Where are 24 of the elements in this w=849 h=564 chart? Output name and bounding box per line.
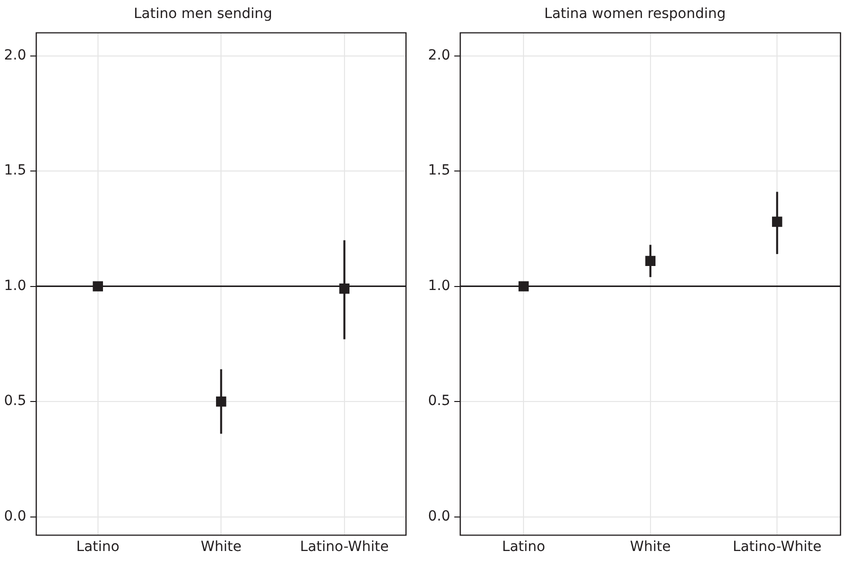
chart-title: Latina women responding: [544, 6, 726, 22]
y-tick-label: 0.0: [4, 508, 26, 524]
x-tick-label: Latino-White: [732, 539, 822, 556]
x-tick-label: White: [200, 539, 242, 556]
y-tick-label: 2.0: [428, 47, 450, 64]
y-tick-label: 1.5: [4, 162, 26, 179]
x-tick-label: Latino: [502, 539, 546, 556]
y-tick-label: 0.5: [4, 393, 26, 410]
x-tick-label: Latino: [76, 539, 120, 556]
y-tick-label: 1.0: [4, 278, 26, 294]
y-tick-label: 0.5: [428, 393, 450, 410]
point: [518, 281, 529, 292]
y-tick-label: 1.5: [428, 162, 450, 179]
point: [92, 281, 103, 292]
x-tick-label: White: [630, 539, 671, 556]
y-tick-label: 2.0: [4, 47, 26, 64]
y-tick-label: 0.0: [428, 508, 450, 524]
point: [772, 216, 782, 227]
point: [216, 396, 226, 407]
point: [645, 256, 656, 266]
chart-title: Latino men sending: [134, 6, 272, 22]
y-tick-label: 1.0: [428, 278, 450, 294]
point: [339, 284, 350, 294]
x-tick-label: Latino-White: [300, 539, 389, 556]
